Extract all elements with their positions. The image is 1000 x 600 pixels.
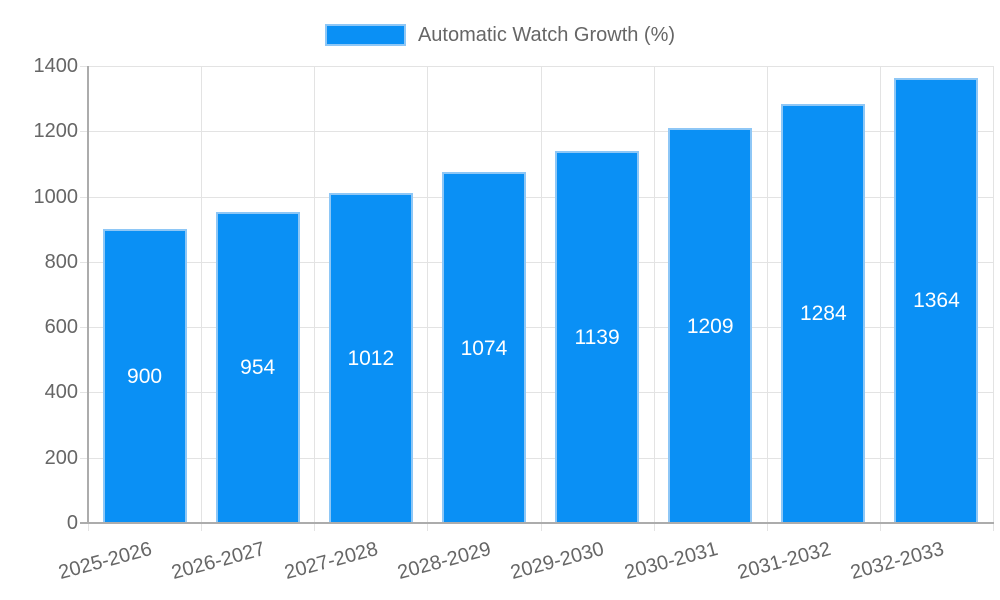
- y-tick-label: 200: [44, 446, 78, 469]
- x-gridline: [201, 66, 203, 523]
- bar: 1364: [894, 77, 979, 523]
- legend[interactable]: Automatic Watch Growth (%): [0, 24, 1000, 46]
- x-gridline: [540, 66, 542, 523]
- x-gridline: [653, 66, 655, 523]
- y-tick: [80, 131, 88, 133]
- x-tick-label: 2032-2033: [848, 538, 947, 585]
- bar-value-label: 1209: [686, 314, 734, 338]
- y-tick-label: 600: [44, 316, 78, 339]
- bar-value-label: 1364: [913, 289, 960, 313]
- bar: 900: [102, 229, 187, 523]
- x-tick: [540, 523, 542, 531]
- x-tick-label: 2025-2026: [56, 538, 155, 585]
- bar-value-label: 954: [240, 356, 276, 380]
- plot-area: 0 200 400 600 800 1000 1200 1400 900 954 1012 1074 1…: [34, 55, 994, 584]
- x-tick: [653, 523, 655, 531]
- bar-value-label: 1284: [799, 302, 847, 326]
- y-tick: [80, 392, 88, 394]
- x-tick-label: 2029-2030: [508, 538, 607, 585]
- y-tick: [80, 327, 88, 329]
- legend-label: Automatic Watch Growth (%): [417, 24, 676, 46]
- bar: 1074: [441, 172, 526, 523]
- y-tick-label: 1400: [33, 55, 79, 77]
- y-tick: [80, 66, 88, 67]
- y-tick-label: 1000: [33, 185, 79, 208]
- x-tick-label: 2027-2028: [282, 538, 381, 585]
- x-gridline: [993, 66, 994, 523]
- bar-value-label: 1012: [347, 346, 395, 370]
- x-tick: [766, 523, 768, 531]
- bar: 1139: [555, 151, 640, 523]
- x-tick: [993, 523, 994, 531]
- x-gridline: [427, 66, 429, 523]
- y-tick-label: 800: [44, 250, 78, 273]
- x-axis-line: [80, 522, 994, 524]
- x-tick-label: 2026-2027: [169, 538, 268, 585]
- bar-value-label: 900: [127, 365, 163, 389]
- y-tick-label: 1200: [33, 120, 79, 143]
- x-gridline: [766, 66, 768, 523]
- y-axis-line: [87, 66, 89, 523]
- x-tick: [201, 523, 203, 531]
- y-tick-label: 0: [66, 512, 78, 534]
- x-tick: [427, 523, 429, 531]
- y-tick: [80, 261, 88, 263]
- x-gridline: [879, 66, 881, 523]
- x-gridline: [314, 66, 316, 523]
- bar: 1209: [668, 128, 753, 523]
- bar: 1012: [328, 192, 413, 523]
- y-tick: [80, 457, 88, 459]
- x-tick: [314, 523, 316, 531]
- x-tick: [879, 523, 881, 531]
- x-tick-label: 2028-2029: [395, 538, 494, 585]
- bar-value-label: 1139: [574, 326, 620, 350]
- bar: 1284: [781, 103, 866, 523]
- x-tick: [88, 523, 89, 531]
- y-tick-label: 400: [44, 381, 78, 404]
- x-tick-label: 2030-2031: [621, 538, 720, 585]
- x-tick-label: 2031-2032: [734, 538, 834, 585]
- bar: 954: [215, 211, 300, 523]
- bar-value-label: 1074: [460, 336, 508, 360]
- legend-swatch: [324, 24, 406, 46]
- y-tick: [80, 196, 88, 198]
